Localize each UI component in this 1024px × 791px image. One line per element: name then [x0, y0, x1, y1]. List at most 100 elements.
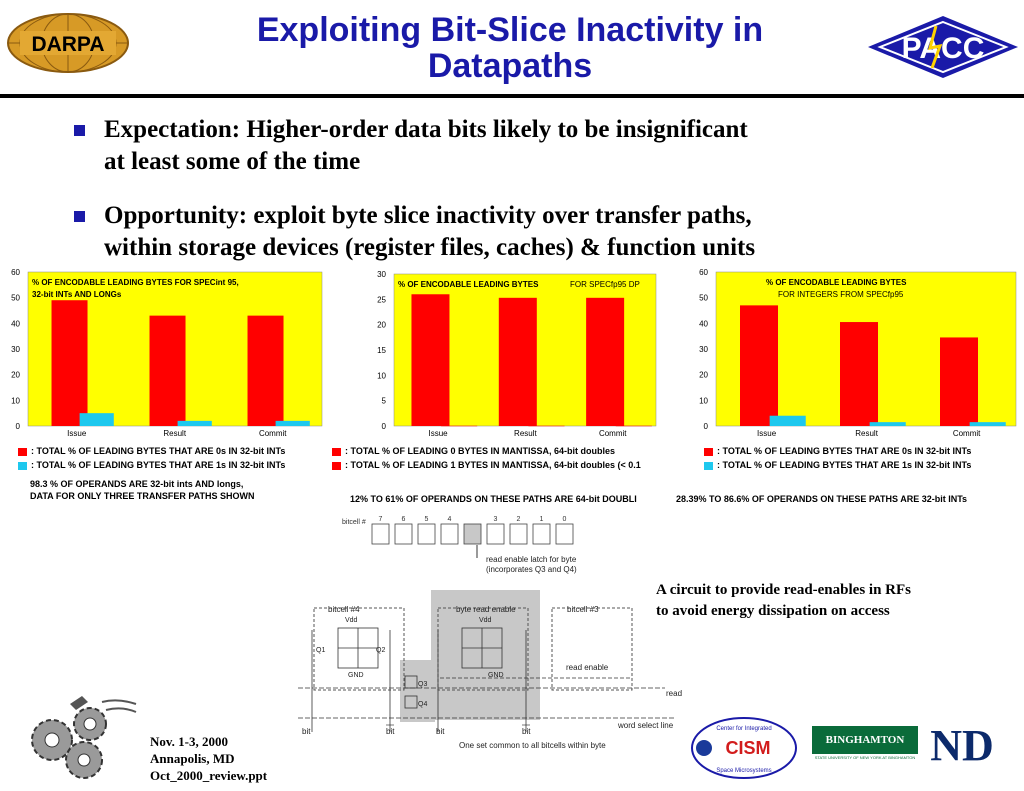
latch-shade: [431, 590, 540, 720]
pacc-logo-text: PACC: [902, 32, 985, 65]
bar-zeros: [840, 322, 878, 426]
footer-date: Nov. 1-3, 2000: [150, 734, 228, 749]
bit-label: bit: [436, 727, 445, 736]
bar-zeros: [411, 294, 450, 426]
bar-ones: [769, 415, 806, 426]
q3-label: Q3: [418, 681, 427, 688]
q4-label: Q4: [418, 701, 427, 708]
note-line: 98.3 % OF OPERANDS ARE 32-bit ints AND l…: [30, 479, 244, 489]
bullet-text-line2: at least some of the time: [104, 148, 361, 175]
byte-read-enable-label: byte read enable: [456, 605, 516, 614]
title-divider: [0, 94, 1024, 98]
darpa-logo-text: DARPA: [31, 33, 104, 56]
y-tick-label: 10: [377, 371, 386, 380]
latch-label: (incorporates Q3 and Q4): [486, 565, 577, 574]
bar-zeros: [51, 300, 88, 426]
bitcell-number: 2: [517, 516, 521, 523]
common-note: One set common to all bitcells within by…: [459, 741, 606, 750]
bitcell-number: 5: [425, 516, 429, 523]
chart-specint95: 0 10 20 30 40 50 60 Issue Result Commit % OF ENCOD…: [11, 268, 323, 438]
note-line: 12% TO 61% OF OPERANDS ON THESE PATHS AR…: [350, 494, 637, 504]
y-tick-label: 20: [11, 371, 20, 380]
note-line: 28.39% TO 86.6% OF OPERANDS ON THESE PAT…: [676, 494, 968, 504]
y-tick-label: 0: [16, 422, 21, 431]
chart-title: % OF ENCODABLE LEADING BYTES FOR SPECint…: [32, 278, 239, 287]
vdd-label: Vdd: [345, 617, 358, 624]
bar-ones: [869, 422, 906, 426]
notre-dame-logo: ND: [930, 714, 994, 772]
bitcell-label: bitcell #: [342, 519, 366, 526]
bar-ones: [177, 420, 212, 426]
x-tick-label: Result: [514, 429, 537, 438]
y-tick-label: 25: [377, 295, 386, 304]
y-tick-label: 60: [11, 268, 20, 277]
y-tick-label: 40: [699, 319, 708, 328]
y-tick-label: 0: [704, 422, 709, 431]
footer-info: Nov. 1-3, 2000 Annapolis, MD Oct_2000_re…: [150, 733, 267, 784]
square-bullet-icon: [74, 125, 85, 136]
chart-title: 32-bit INTs AND LONGs: [32, 290, 122, 299]
read-enable-circuit-diagram: bitcell # 7 6 5 4 3 2 1 0 read enable latch for…: [298, 516, 682, 750]
y-tick-label: 30: [699, 345, 708, 354]
latch-shade: [400, 660, 435, 722]
page-title: Exploiting Bit-Slice Inactivity in Datap…: [180, 12, 840, 84]
bar-ones: [275, 420, 310, 426]
x-tick-label: Issue: [757, 429, 777, 438]
footer-filename: Oct_2000_review.ppt: [150, 768, 268, 783]
bar-zeros: [740, 305, 778, 426]
bitcell-number: 1: [540, 516, 544, 523]
note-chart-specfp95-dp: 12% TO 61% OF OPERANDS ON THESE PATHS AR…: [350, 494, 668, 504]
legend-item: : TOTAL % OF LEADING BYTES THAT ARE 1s I…: [18, 460, 332, 470]
cism-bottom-text: Space Microsystems: [716, 768, 771, 774]
legend-item: : TOTAL % OF LEADING BYTES THAT ARE 0s I…: [18, 446, 332, 456]
pacc-logo: PACC: [866, 14, 1020, 80]
x-tick-label: Result: [855, 429, 878, 438]
note-chart-specfp95-int: 28.39% TO 86.6% OF OPERANDS ON THESE PAT…: [676, 494, 1022, 504]
bitcell-3-box: [551, 607, 633, 691]
y-tick-label: 30: [377, 270, 386, 279]
legend-label: : TOTAL % OF LEADING BYTES THAT ARE 0s I…: [717, 446, 972, 456]
bitcell-number: 3: [494, 516, 498, 523]
legend-label: : TOTAL % OF LEADING 0 BYTES IN MANTISSA…: [345, 446, 616, 456]
gnd-label: GND: [488, 672, 504, 679]
y-tick-label: 0: [382, 422, 387, 431]
chart-title: FOR INTEGERS FROM SPECfp95: [778, 290, 904, 299]
darpa-logo: DARPA: [6, 12, 130, 74]
binghamton-title: BINGHAMTON: [812, 726, 918, 754]
legend-item: : TOTAL % OF LEADING 1 BYTES IN MANTISSA…: [332, 460, 668, 470]
lightning-icon: [927, 25, 943, 69]
chart-title: % OF ENCODABLE LEADING BYTES: [398, 280, 539, 289]
y-tick-label: 50: [11, 294, 20, 303]
caption-line: A circuit to provide read-enables in RFs: [656, 582, 911, 598]
footer-location: Annapolis, MD: [150, 751, 235, 766]
x-tick-label: Issue: [67, 429, 87, 438]
word-select-line-label: word select line: [617, 721, 674, 730]
note-chart-specint95: 98.3 % OF OPERANDS ARE 32-bit ints AND l…: [30, 479, 255, 501]
bar-ones: [528, 425, 565, 427]
vdd-label: Vdd: [479, 617, 492, 624]
note-line: DATA FOR ONLY THREE TRANSFER PATHS SHOWN: [30, 491, 255, 501]
cism-top-text: Center for Integrated: [716, 726, 771, 732]
page-title-line1: Exploiting Bit-Slice Inactivity in: [256, 11, 764, 49]
x-tick-label: Commit: [599, 429, 627, 438]
bitcell-4-box: [313, 607, 405, 691]
legend-chart-specfp95-int: : TOTAL % OF LEADING BYTES THAT ARE 0s I…: [704, 446, 1020, 470]
y-tick-label: 20: [377, 321, 386, 330]
bitcell-number: 4: [448, 516, 452, 523]
q2-label: Q2: [376, 647, 385, 654]
nd-text: ND: [930, 721, 994, 770]
cism-logo: Center for Integrated CISM Space Microsy…: [690, 716, 798, 780]
bit-label: bit: [302, 727, 311, 736]
bitcell-number: 6: [402, 516, 406, 523]
chart-title-suffix: FOR SPECfp95 DP: [570, 280, 640, 289]
y-tick-label: 30: [11, 345, 20, 354]
chart-specfp95-dp: 0 5 10 15 20 25 30 Issue Result Commit % OF ENCODA…: [377, 270, 657, 438]
y-tick-label: 5: [382, 397, 387, 406]
legend-item: : TOTAL % OF LEADING BYTES THAT ARE 1s I…: [704, 460, 1020, 470]
bitcell-box: [371, 523, 390, 545]
square-bullet-icon: [74, 211, 85, 222]
legend-item: : TOTAL % OF LEADING 0 BYTES IN MANTISSA…: [332, 446, 668, 456]
bullet-text-line1: Expectation: Higher-order data bits like…: [104, 116, 748, 143]
bar-zeros: [149, 315, 186, 426]
bitcell-box: [394, 523, 413, 545]
